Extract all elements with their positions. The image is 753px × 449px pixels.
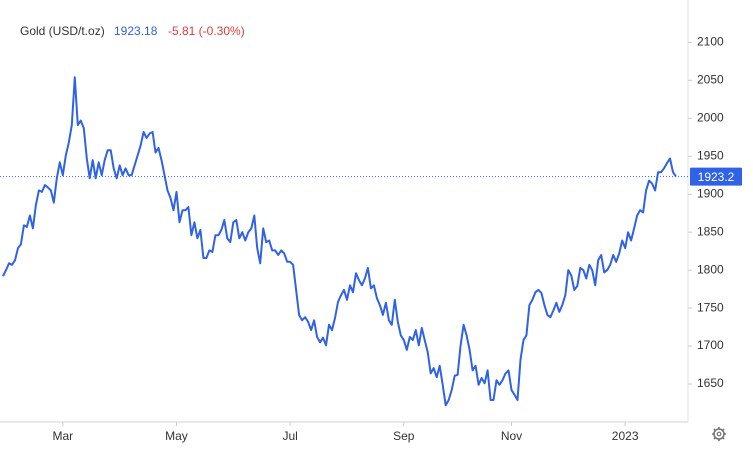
settings-icon[interactable] bbox=[712, 427, 726, 441]
price-line-series bbox=[2, 76, 677, 407]
x-tick-label: 2023 bbox=[612, 429, 639, 443]
y-tick-label: 1850 bbox=[697, 224, 724, 238]
current-price-label: 1923.2 bbox=[698, 170, 735, 184]
x-tick-label: Sep bbox=[393, 429, 415, 443]
y-tick-label: 2050 bbox=[697, 73, 724, 87]
instrument-name: Gold (USD/t.oz) bbox=[20, 24, 105, 38]
price: 1923.18 bbox=[114, 24, 158, 38]
y-tick-label: 2100 bbox=[697, 35, 724, 49]
gear-ring bbox=[713, 428, 725, 440]
y-tick-label: 2000 bbox=[697, 110, 724, 124]
y-tick-label: 1800 bbox=[697, 262, 724, 276]
y-tick-label: 1750 bbox=[697, 300, 724, 314]
x-tick-label: Nov bbox=[501, 429, 522, 443]
y-tick-label: 1950 bbox=[697, 148, 724, 162]
x-tick-label: Mar bbox=[52, 429, 73, 443]
current-price-box bbox=[690, 167, 742, 186]
x-tick-label: May bbox=[165, 429, 188, 443]
gear-teeth bbox=[712, 427, 726, 441]
price-change: -5.81 (-0.30%) bbox=[168, 24, 245, 38]
y-tick-label: 1650 bbox=[697, 376, 724, 390]
gear-hub bbox=[716, 431, 722, 437]
y-tick-label: 1700 bbox=[697, 338, 724, 352]
y-tick-label: 1900 bbox=[697, 186, 724, 200]
x-tick-label: Jul bbox=[282, 429, 297, 443]
